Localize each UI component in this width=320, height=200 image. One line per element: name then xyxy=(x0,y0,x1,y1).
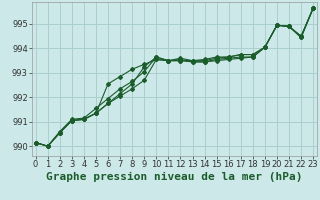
X-axis label: Graphe pression niveau de la mer (hPa): Graphe pression niveau de la mer (hPa) xyxy=(46,172,303,182)
